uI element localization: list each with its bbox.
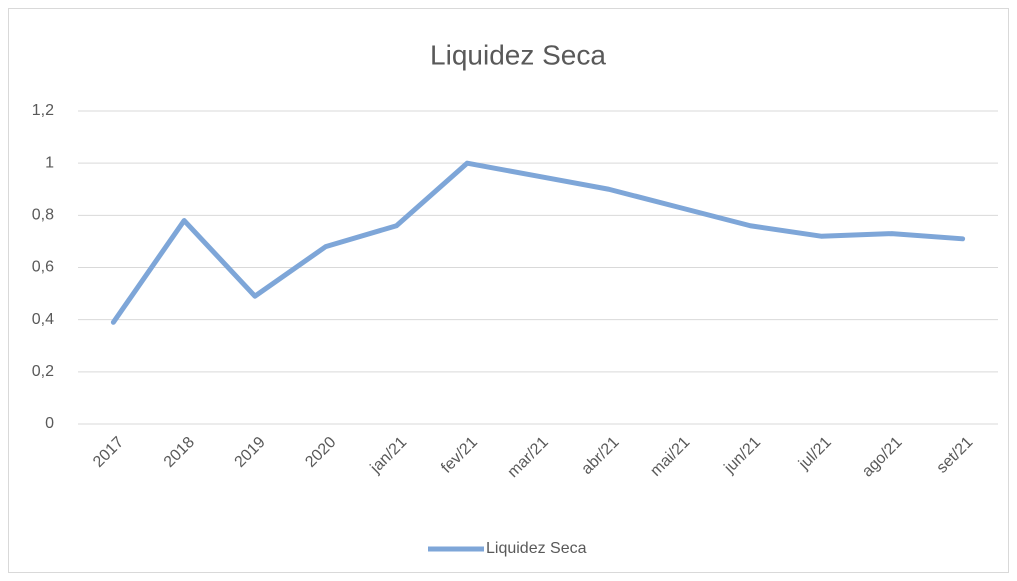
y-tick-label: 1,2 (32, 102, 54, 119)
y-tick-label: 0,2 (32, 363, 54, 380)
chart-title: Liquidez Seca (430, 39, 606, 70)
chart-border (8, 8, 1009, 573)
legend-label: Liquidez Seca (486, 540, 587, 557)
y-tick-label: 0,8 (32, 207, 54, 224)
y-tick-label: 0,6 (32, 259, 54, 276)
y-tick-label: 0,4 (32, 311, 54, 328)
data-line (110, 160, 966, 325)
y-tick-label: 0 (45, 415, 54, 432)
y-tick-label: 1 (45, 154, 54, 171)
